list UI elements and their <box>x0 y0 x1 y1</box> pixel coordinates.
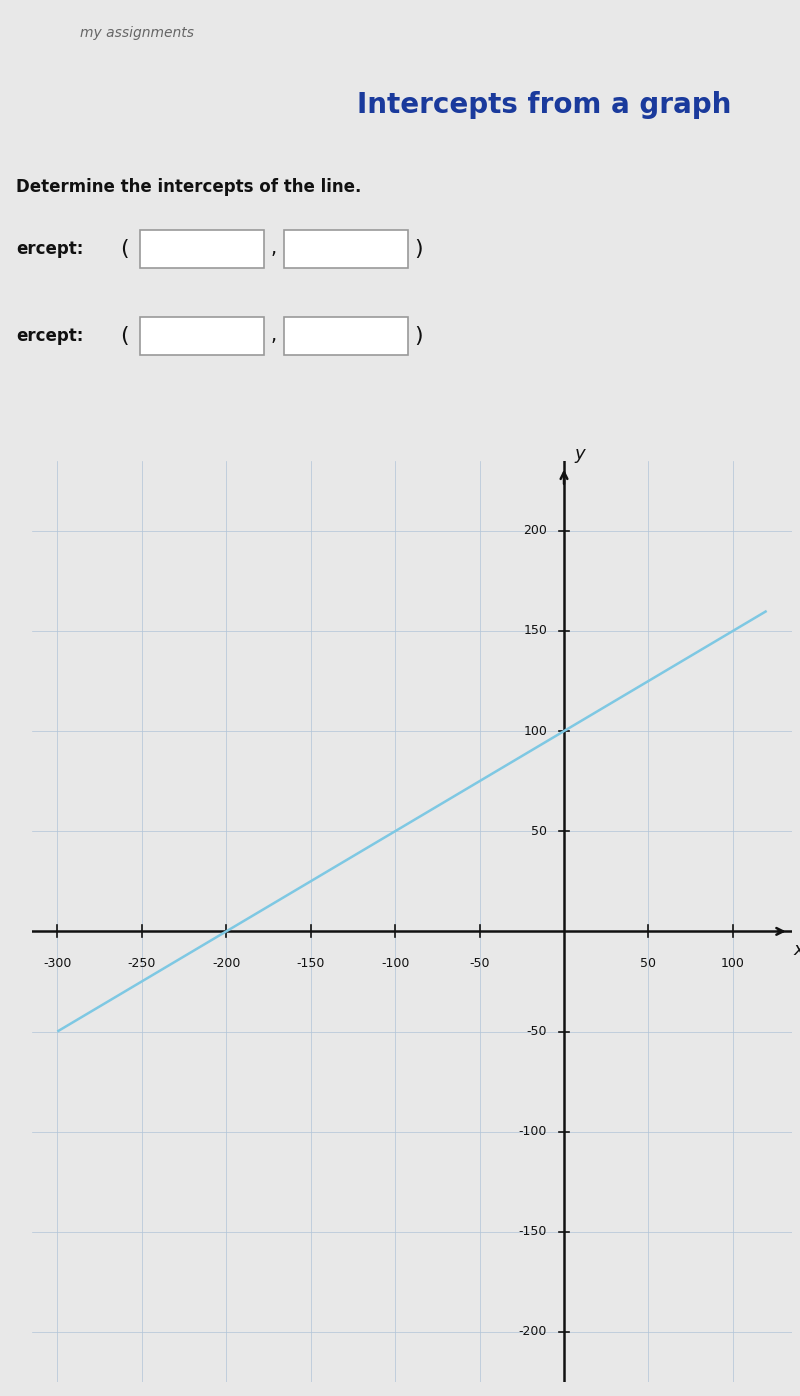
Text: -150: -150 <box>518 1226 547 1238</box>
Text: -150: -150 <box>297 958 325 970</box>
FancyBboxPatch shape <box>140 317 264 355</box>
Text: x: x <box>794 941 800 959</box>
Text: (: ( <box>120 239 128 258</box>
Text: y: y <box>574 445 585 462</box>
Text: (: ( <box>120 325 128 346</box>
Text: -300: -300 <box>43 958 71 970</box>
Text: 50: 50 <box>641 958 657 970</box>
Text: ): ) <box>414 239 423 258</box>
Text: 50: 50 <box>531 825 547 838</box>
Text: 100: 100 <box>523 725 547 737</box>
FancyBboxPatch shape <box>284 229 408 268</box>
Text: -50: -50 <box>470 958 490 970</box>
Text: ): ) <box>414 325 423 346</box>
Text: ,: , <box>270 239 277 258</box>
Text: -200: -200 <box>518 1325 547 1339</box>
Text: 200: 200 <box>523 525 547 537</box>
Text: 150: 150 <box>523 624 547 638</box>
Text: Intercepts from a graph: Intercepts from a graph <box>357 91 731 120</box>
Text: -100: -100 <box>381 958 410 970</box>
Text: ercept:: ercept: <box>16 240 83 258</box>
Text: -250: -250 <box>127 958 156 970</box>
Text: -100: -100 <box>518 1125 547 1138</box>
Text: -200: -200 <box>212 958 241 970</box>
Text: -50: -50 <box>526 1025 547 1039</box>
FancyBboxPatch shape <box>140 229 264 268</box>
Text: Determine the intercepts of the line.: Determine the intercepts of the line. <box>16 177 362 195</box>
Text: ,: , <box>270 327 277 345</box>
FancyBboxPatch shape <box>284 317 408 355</box>
Text: ercept:: ercept: <box>16 327 83 345</box>
Text: 100: 100 <box>721 958 745 970</box>
Text: my assignments: my assignments <box>80 25 194 40</box>
